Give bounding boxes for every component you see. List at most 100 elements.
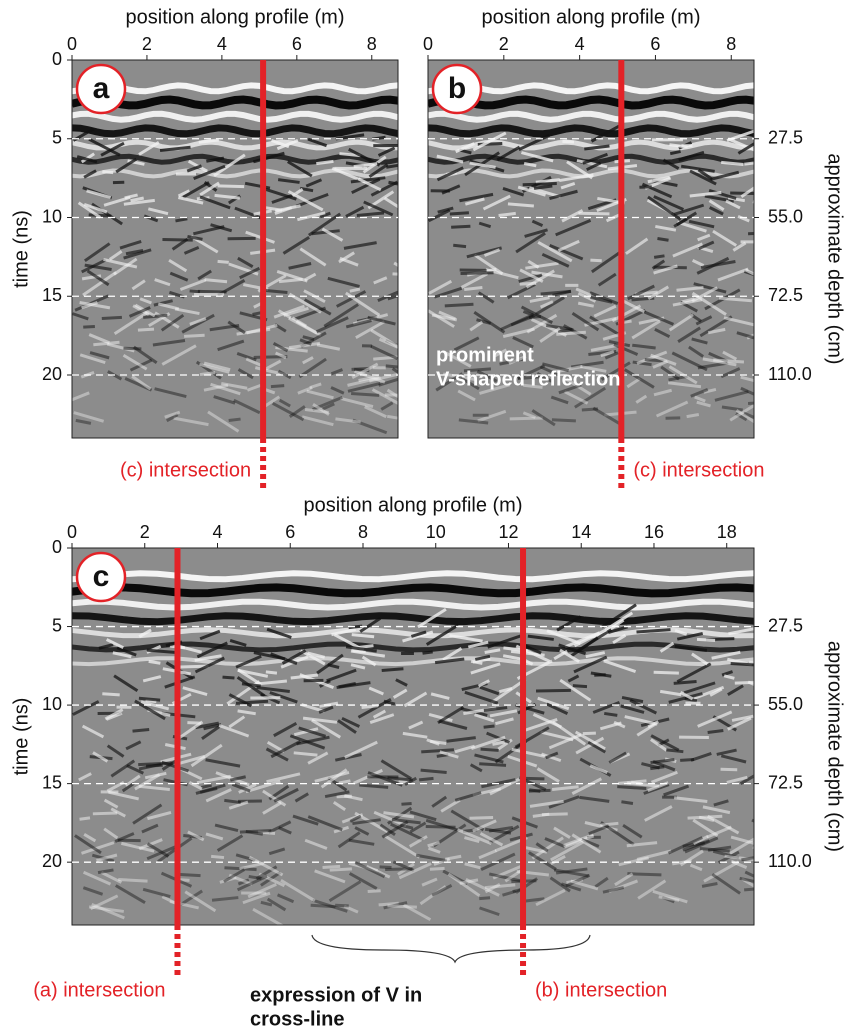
hyperbola-stroke [446, 736, 476, 743]
hyperbola-stroke [586, 161, 602, 172]
hyperbola-stroke [428, 309, 455, 328]
hyperbola-stroke [207, 410, 240, 433]
hyperbola-stroke [623, 368, 655, 389]
hyperbola-stroke [454, 791, 482, 802]
hyperbola-stroke [479, 832, 504, 847]
hyperbola-stroke [573, 628, 607, 648]
hyperbola-stroke [197, 269, 212, 281]
hyperbola-stroke [724, 854, 754, 862]
hyperbola-stroke [686, 413, 700, 419]
hyperbola-stroke [523, 162, 537, 168]
hyperbola-stroke [434, 657, 465, 665]
hyperbola-stroke [345, 319, 372, 329]
hyperbola-stroke [310, 903, 336, 909]
hyperbola-stroke [657, 236, 669, 242]
hyperbola-stroke [590, 250, 623, 274]
hyperbola-stroke [83, 832, 97, 843]
hyperbola-stroke [281, 649, 307, 665]
hyperbola-stroke [478, 849, 497, 860]
hyperbola-stroke [133, 345, 158, 364]
hyperbola-stroke [93, 340, 120, 347]
hyperbola-stroke [727, 137, 754, 152]
hyperbola-stroke [435, 372, 464, 392]
hyperbola-stroke [184, 333, 205, 338]
hyperbola-stroke [692, 818, 719, 838]
hyperbola-stroke [708, 199, 725, 212]
hyperbola-stroke [608, 879, 639, 893]
hyperbola-stroke [531, 836, 564, 860]
x-tick-label: 8 [367, 34, 377, 54]
hyperbola-stroke [224, 798, 241, 805]
hyperbola-stroke [611, 304, 642, 323]
hyperbola-stroke [246, 383, 262, 392]
hyperbola-stroke [173, 416, 209, 427]
hyperbola-stroke [679, 691, 694, 701]
hyperbola-stroke [260, 900, 273, 907]
hyperbola-stroke [236, 874, 268, 892]
reflection-band [428, 124, 754, 138]
hyperbola-stroke [129, 358, 153, 372]
hyperbola-stroke [484, 883, 501, 894]
hyperbola-stroke [439, 750, 459, 759]
hyperbola-stroke [343, 904, 359, 914]
hyperbola-stroke [205, 832, 224, 841]
hyperbola-stroke [248, 855, 284, 877]
hyperbola-stroke [450, 809, 485, 832]
x-tick-label: 0 [423, 34, 433, 54]
hyperbola-stroke [233, 398, 261, 415]
hyperbola-stroke [282, 236, 310, 255]
hyperbola-stroke [82, 886, 104, 896]
hyperbola-stroke [700, 260, 736, 270]
hyperbola-stroke [432, 823, 467, 848]
hyperbola-stroke [270, 384, 285, 389]
hyperbola-stroke [361, 704, 379, 709]
hyperbola-stroke [690, 752, 712, 762]
hyperbola-stroke [562, 833, 594, 848]
hyperbola-stroke [198, 138, 219, 144]
hyperbola-stroke [680, 164, 715, 173]
hyperbola-stroke [426, 738, 440, 746]
hyperbola-stroke [302, 716, 338, 724]
hyperbola-stroke [433, 857, 451, 866]
hyperbola-stroke [223, 868, 246, 883]
hyperbola-stroke [256, 685, 290, 693]
hyperbola-stroke [535, 842, 549, 853]
x-axis-title: position along profile (m) [126, 6, 345, 28]
y-axis-title: time (ns) [10, 210, 32, 288]
hyperbola-stroke [536, 767, 560, 783]
y-tick-label: 15 [42, 285, 62, 305]
hyperbola-stroke [716, 748, 737, 756]
hyperbola-stroke [723, 674, 735, 680]
hyperbola-stroke [176, 754, 206, 766]
hyperbola-stroke [152, 338, 186, 347]
reflection-band [428, 110, 754, 123]
hyperbola-stroke [138, 838, 163, 851]
hyperbola-stroke [522, 897, 545, 903]
hyperbola-stroke [459, 878, 479, 885]
hyperbola-stroke [676, 631, 704, 641]
hyperbola-stroke [695, 315, 713, 326]
y2-tick-label: 55.0 [768, 206, 803, 226]
hyperbola-stroke [78, 772, 92, 782]
hyperbola-stroke [699, 847, 730, 853]
hyperbola-stroke [699, 315, 733, 338]
hyperbola-stroke [703, 860, 740, 883]
x-tick-label: 14 [571, 522, 591, 542]
hyperbola-stroke [217, 279, 246, 297]
hyperbola-stroke [584, 144, 610, 151]
hyperbola-stroke [273, 722, 298, 738]
hyperbola-stroke [217, 259, 229, 264]
hyperbola-stroke [105, 711, 123, 721]
hyperbola-stroke [600, 821, 619, 827]
hyperbola-stroke [307, 751, 329, 765]
hyperbola-stroke [659, 689, 682, 697]
hyperbola-stroke [722, 350, 738, 361]
hyperbola-stroke [122, 353, 148, 371]
hyperbola-stroke [381, 820, 409, 839]
hyperbola-stroke [550, 395, 569, 405]
hyperbola-stroke [556, 330, 586, 336]
hyperbola-stroke [428, 712, 453, 722]
hyperbola-stroke [248, 874, 262, 881]
hyperbola-stroke [451, 224, 471, 229]
